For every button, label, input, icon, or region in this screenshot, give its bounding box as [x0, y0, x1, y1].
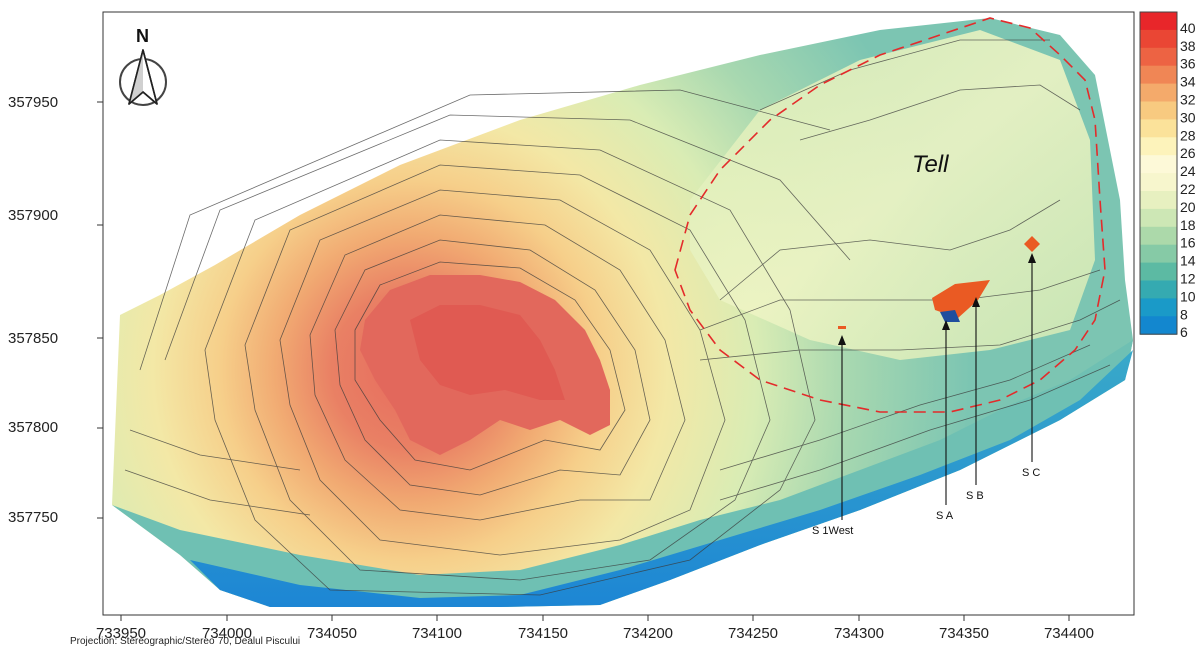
y-tick-labels: 357950 357900 357850 357800 357750	[8, 94, 58, 526]
legend-label: 34	[1180, 74, 1196, 90]
section-arrows	[838, 253, 1036, 520]
legend-swatch	[1140, 280, 1177, 299]
y-ticks	[97, 101, 103, 519]
legend-label: 6	[1180, 324, 1188, 340]
legend-swatch	[1140, 298, 1177, 317]
tell-boundary	[674, 17, 1106, 413]
section-label-sa: S A	[936, 510, 954, 522]
legend-swatch	[1140, 244, 1177, 264]
x-tick-label: 734300	[834, 625, 884, 642]
projection-note: Projection: Stereographic/Stereo`70, Dea…	[70, 636, 301, 647]
legend-label: 26	[1180, 145, 1196, 161]
legend-label: 18	[1180, 217, 1196, 233]
terrain	[112, 18, 1133, 607]
x-tick-label: 733950	[96, 625, 146, 642]
legend-label: 28	[1180, 127, 1196, 143]
legend-label: 20	[1180, 199, 1196, 215]
trench-sa	[940, 310, 960, 322]
legend-label: 38	[1180, 38, 1196, 54]
y-tick-label: 357750	[8, 509, 58, 526]
legend-swatch	[1140, 29, 1177, 49]
legend-label: 22	[1180, 181, 1196, 197]
section-label-sc: S C	[1022, 467, 1040, 479]
legend-label: 24	[1180, 163, 1196, 179]
legend-label: 10	[1180, 288, 1196, 304]
legend-label: 32	[1180, 92, 1196, 108]
legend-swatch	[1140, 173, 1177, 192]
y-tick-label: 357950	[8, 94, 58, 111]
x-tick-label: 734200	[623, 625, 673, 642]
x-tick-label: 734000	[202, 625, 252, 642]
legend-swatch	[1140, 226, 1177, 246]
legend-swatch	[1140, 12, 1177, 31]
legend-frame	[1139, 11, 1178, 335]
hilltop-inner	[410, 305, 565, 400]
legend-swatch	[1140, 119, 1177, 138]
section-label-s1west: S 1West	[812, 525, 853, 537]
x-ticks	[120, 615, 1070, 621]
tell-label: Tell	[912, 151, 949, 178]
legend-swatch	[1140, 47, 1177, 67]
legend-swatch	[1140, 83, 1177, 102]
north-arrow: N	[119, 26, 167, 106]
trench-s1west	[838, 326, 846, 329]
x-tick-label: 734050	[307, 625, 357, 642]
tell-plateau	[690, 30, 1095, 360]
legend-swatch	[1140, 316, 1177, 335]
map-frame	[102, 11, 1135, 616]
x-tick-labels: 733950 734000 734050 734100 734150 73420…	[96, 625, 1094, 642]
section-label-sb: S B	[966, 490, 984, 502]
legend-label: 40	[1180, 20, 1196, 36]
legend-label: 16	[1180, 235, 1196, 251]
legend-swatch	[1140, 191, 1177, 210]
legend-swatch	[1140, 155, 1177, 174]
legend-swatch	[1140, 208, 1177, 228]
trench-sc	[1024, 236, 1040, 252]
x-tick-label: 734350	[939, 625, 989, 642]
y-tick-label: 357800	[8, 419, 58, 436]
legend-swatch	[1140, 137, 1177, 156]
trench-sb	[932, 280, 990, 318]
x-tick-label: 734250	[728, 625, 778, 642]
legend-swatch	[1140, 262, 1177, 281]
legend-swatch	[1140, 65, 1177, 85]
legend-label: 12	[1180, 271, 1196, 287]
x-tick-label: 734100	[412, 625, 462, 642]
north-letter: N	[136, 26, 149, 46]
legend-swatch	[1140, 101, 1177, 120]
legend-label: 30	[1180, 109, 1196, 125]
x-tick-label: 734400	[1044, 625, 1094, 642]
legend-label: 36	[1180, 56, 1196, 72]
legend-label: 14	[1180, 253, 1196, 269]
y-tick-label: 357850	[8, 330, 58, 347]
contour-lines	[124, 39, 1121, 596]
x-tick-label: 734150	[518, 625, 568, 642]
legend-label: 8	[1180, 306, 1188, 322]
y-tick-label: 357900	[8, 207, 58, 224]
